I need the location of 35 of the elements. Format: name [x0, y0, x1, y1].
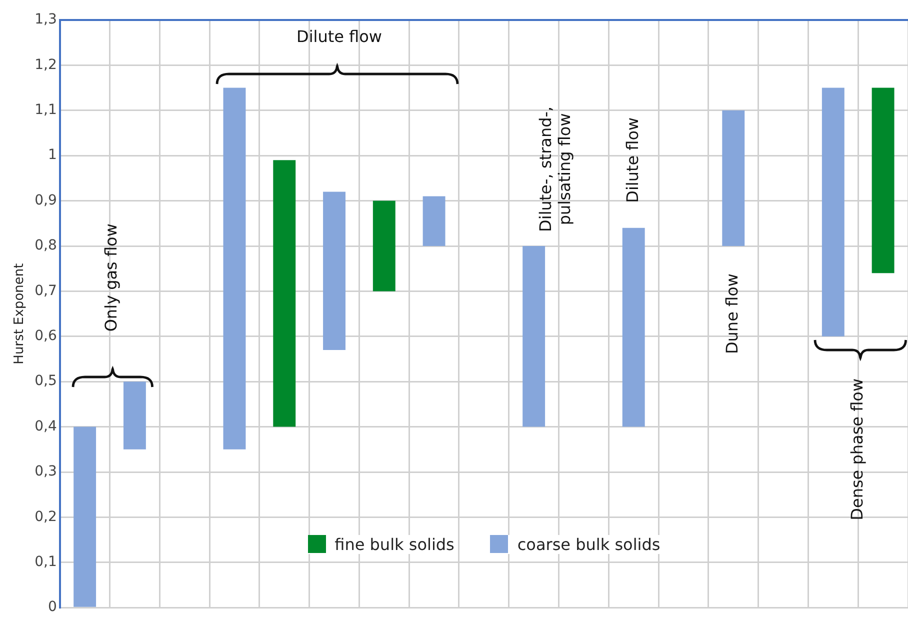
annotation: Dune flow [722, 274, 742, 354]
bar [622, 228, 645, 427]
bar [872, 88, 894, 274]
y-tick-label: 0,9 [34, 192, 57, 208]
annotation: Dilute flow [296, 27, 382, 46]
y-tick-label: 0,8 [34, 238, 57, 254]
y-tick-label: 1,2 [34, 56, 57, 73]
annotation: Dilute-, strand-, pulsating flow [536, 106, 574, 232]
y-tick-label: 0 [48, 599, 57, 616]
y-tick-label: 0,3 [34, 464, 57, 480]
bar [822, 88, 844, 336]
bar [74, 426, 96, 607]
annotation: Dense phase flow [847, 378, 866, 520]
bar [123, 382, 146, 450]
y-tick-label: 0,5 [34, 373, 57, 390]
bar [722, 110, 745, 246]
y-tick-label: 0,7 [34, 282, 57, 299]
legend-label: coarse bulk solids [517, 534, 660, 554]
bar [522, 246, 546, 427]
annotation: Dilute flow [622, 117, 642, 203]
y-tick-label: 1,3 [34, 12, 57, 28]
y-tick-label: 0,1 [34, 554, 57, 570]
y-tick-label: 0,6 [34, 328, 57, 344]
bar [273, 160, 296, 427]
bar [223, 88, 246, 450]
bar [422, 196, 446, 246]
y-tick-label: 0,4 [34, 418, 57, 434]
y-axis-title: Hurst Exponent [12, 263, 28, 364]
annotation: Only gas flow [101, 224, 120, 332]
y-tick-label: 1,1 [34, 102, 57, 118]
bar [323, 192, 346, 350]
y-tick-label: 0,2 [34, 508, 57, 525]
y-tick-label: 1 [48, 147, 57, 164]
legend-label: fine bulk solids [334, 534, 454, 554]
bar [372, 200, 396, 292]
